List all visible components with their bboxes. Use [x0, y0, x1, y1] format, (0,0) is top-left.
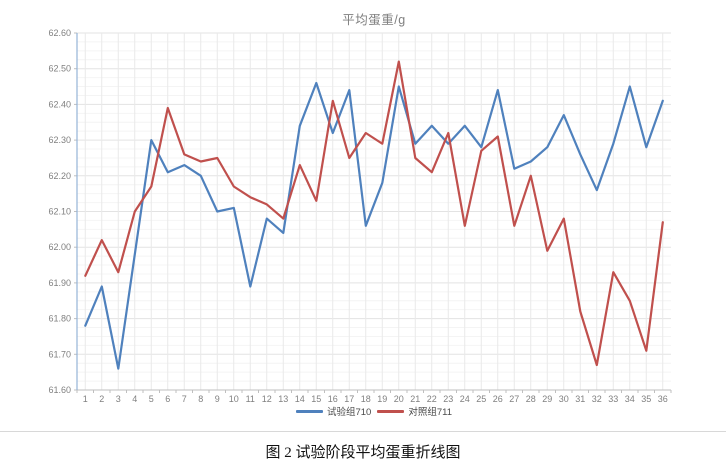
svg-text:62.40: 62.40 [48, 99, 71, 109]
figure-caption: 图 2 试验阶段平均蛋重折线图 [265, 445, 461, 461]
svg-text:12: 12 [262, 394, 272, 404]
svg-text:36: 36 [658, 394, 668, 404]
svg-text:32: 32 [592, 394, 602, 404]
svg-text:35: 35 [641, 394, 651, 404]
chart-title: 平均蛋重/g [342, 13, 406, 27]
legend-line-swatch-red [377, 409, 405, 413]
svg-text:31: 31 [575, 394, 585, 404]
svg-text:5: 5 [149, 394, 154, 404]
svg-text:34: 34 [625, 394, 635, 404]
svg-text:62.10: 62.10 [48, 207, 71, 217]
svg-text:19: 19 [377, 394, 387, 404]
svg-text:21: 21 [410, 394, 420, 404]
svg-text:9: 9 [215, 394, 220, 404]
svg-text:10: 10 [229, 394, 239, 404]
svg-text:8: 8 [198, 394, 203, 404]
svg-text:16: 16 [328, 394, 338, 404]
svg-text:62.50: 62.50 [48, 64, 71, 74]
svg-text:14: 14 [295, 394, 305, 404]
svg-text:20: 20 [394, 394, 404, 404]
svg-text:1: 1 [83, 394, 88, 404]
svg-text:18: 18 [361, 394, 371, 404]
svg-text:6: 6 [165, 394, 170, 404]
legend-line-swatch-blue [295, 409, 323, 413]
svg-text:33: 33 [608, 394, 618, 404]
line-chart-svg: 61.60 61.70 61.80 61.90 62.00 62.10 62.20 62.30… [48, 28, 672, 404]
svg-text:17: 17 [344, 394, 354, 404]
svg-text:62.30: 62.30 [48, 135, 71, 145]
legend-label-experimental-group: 试验组710 [326, 407, 372, 418]
svg-text:2: 2 [99, 394, 104, 404]
svg-text:3: 3 [116, 394, 121, 404]
svg-text:29: 29 [542, 394, 552, 404]
svg-text:62.00: 62.00 [48, 242, 71, 252]
legend-item-experimental-group: 试验组710 [295, 404, 372, 418]
svg-text:7: 7 [182, 394, 187, 404]
svg-text:28: 28 [526, 394, 536, 404]
svg-text:4: 4 [132, 394, 137, 404]
svg-text:61.70: 61.70 [48, 349, 71, 359]
svg-text:61.60: 61.60 [48, 385, 71, 395]
svg-text:15: 15 [311, 394, 321, 404]
svg-text:26: 26 [493, 394, 503, 404]
svg-text:25: 25 [476, 394, 486, 404]
chart-legend: 试验组710 对照组711 [77, 404, 671, 418]
svg-text:22: 22 [427, 394, 437, 404]
svg-text:30: 30 [559, 394, 569, 404]
legend-label-control-group: 对照组711 [408, 407, 452, 418]
svg-text:61.90: 61.90 [48, 278, 71, 288]
svg-text:27: 27 [509, 394, 519, 404]
legend-item-control-group: 对照组711 [377, 404, 452, 418]
svg-text:62.60: 62.60 [48, 28, 71, 38]
svg-text:62.20: 62.20 [48, 171, 71, 181]
svg-text:11: 11 [246, 394, 255, 404]
page-divider-line [0, 431, 726, 432]
svg-text:61.80: 61.80 [48, 314, 71, 324]
svg-text:13: 13 [278, 394, 288, 404]
svg-text:23: 23 [443, 394, 453, 404]
svg-text:24: 24 [460, 394, 470, 404]
